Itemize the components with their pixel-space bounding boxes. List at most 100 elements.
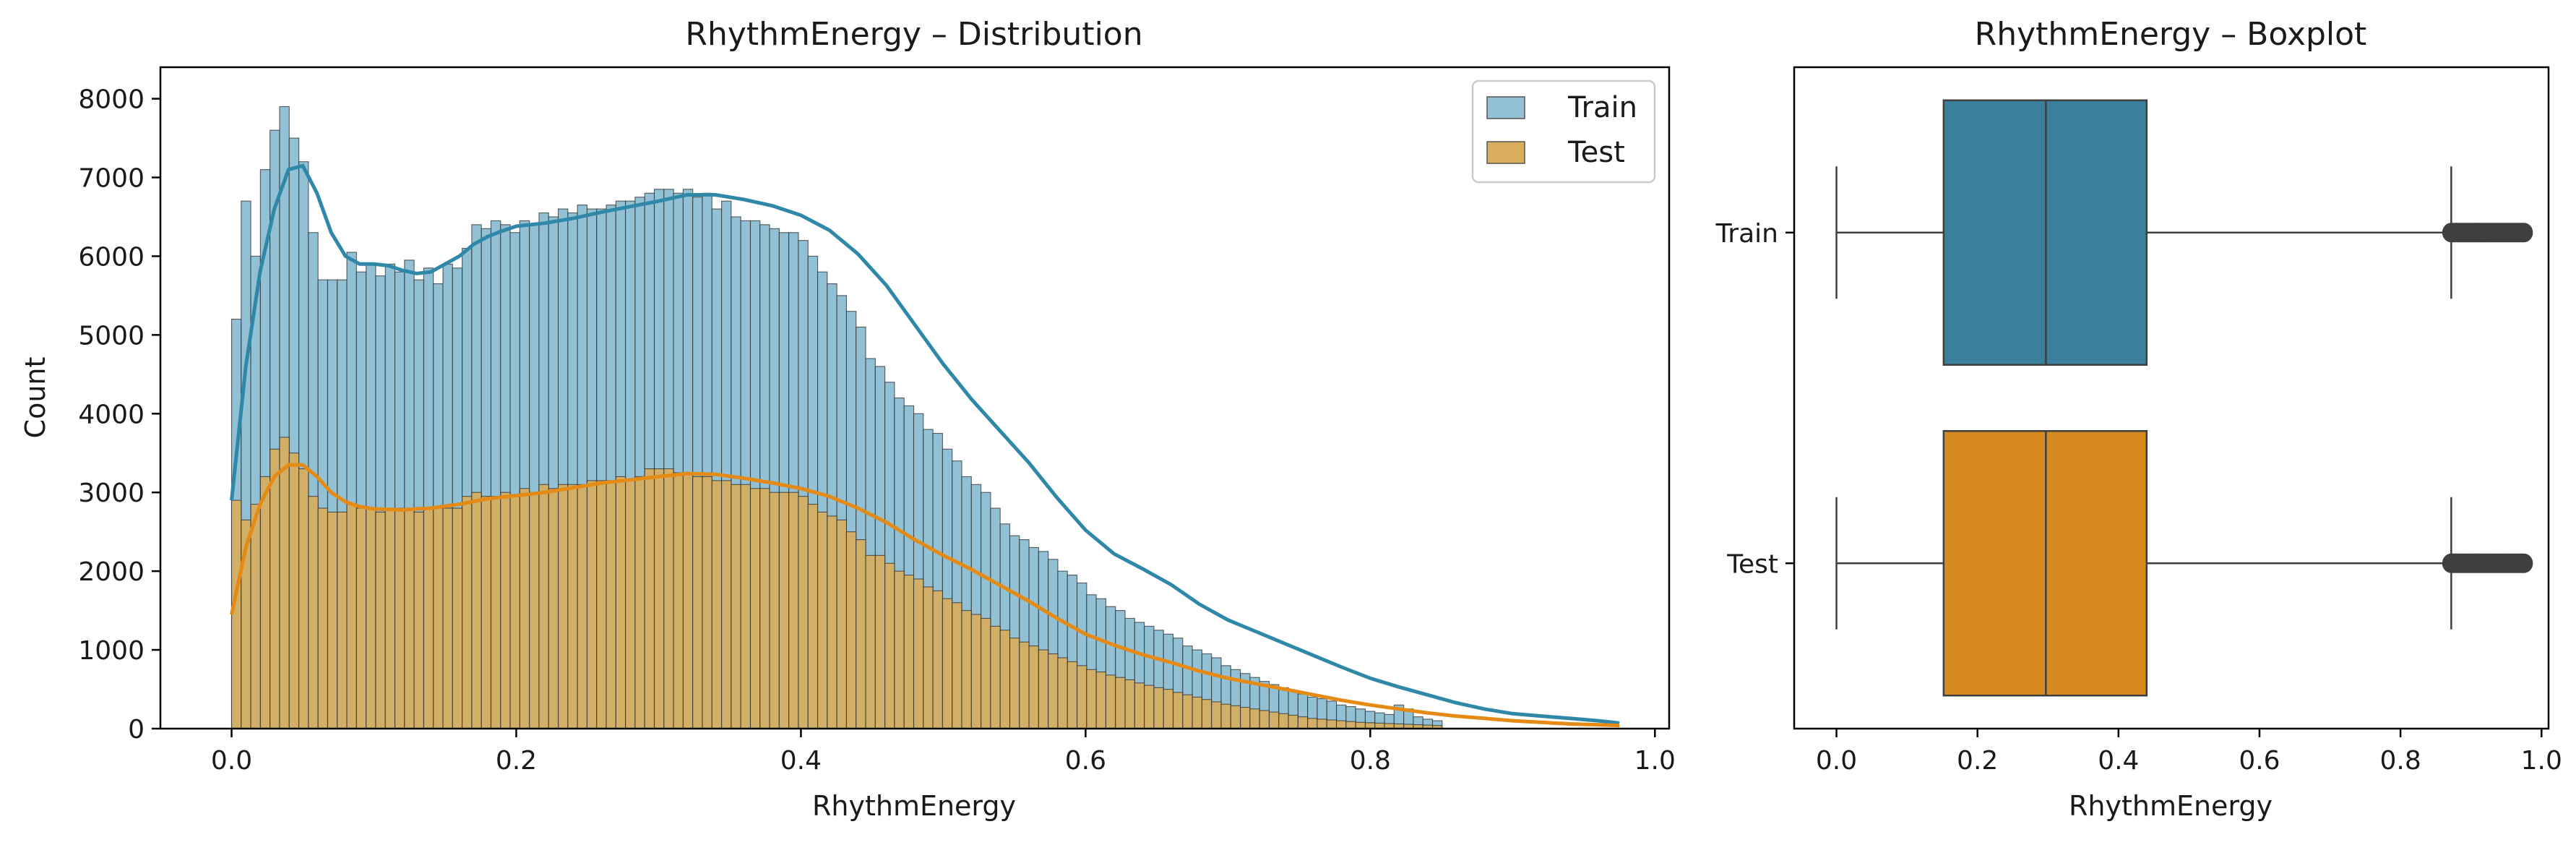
test-bar xyxy=(462,496,473,729)
test-bar xyxy=(288,452,300,729)
legend-label-test: Test xyxy=(1567,136,1625,169)
test-bar xyxy=(500,492,511,729)
histogram-x-ticks: 0.0 0.2 0.4 0.6 0.8 1.0 xyxy=(211,729,1676,776)
histogram-title: RhythmEnergy – Distribution xyxy=(685,16,1142,53)
test-bar xyxy=(1268,711,1280,729)
x-tick-label: 0.6 xyxy=(1065,746,1106,776)
test-bar xyxy=(999,630,1011,729)
y-tick-label: 7000 xyxy=(78,164,145,194)
y-tick-label: 5000 xyxy=(78,321,145,351)
test-bar xyxy=(942,598,953,729)
test-bar xyxy=(1172,692,1184,729)
x-tick-label: 0.2 xyxy=(1957,746,1998,776)
test-bar xyxy=(856,539,866,729)
test-bar xyxy=(759,488,770,729)
test-bar xyxy=(1134,682,1145,729)
test-bar xyxy=(308,496,319,729)
test-bar xyxy=(634,476,645,729)
x-tick-label: 0.8 xyxy=(1350,746,1391,776)
test-bar xyxy=(711,480,723,729)
test-bar xyxy=(1124,679,1135,729)
test-bar xyxy=(1288,714,1298,729)
test-bar xyxy=(1326,719,1337,729)
test-bar xyxy=(1038,649,1049,729)
test-bar xyxy=(529,492,540,729)
test-bar xyxy=(481,496,492,729)
test-bar xyxy=(1019,641,1030,729)
test-bar xyxy=(1220,703,1231,729)
test-bar xyxy=(538,484,549,729)
test-bar xyxy=(682,472,694,729)
histogram-y-label: Count xyxy=(20,357,51,439)
test-bar xyxy=(1259,710,1270,729)
test-bar xyxy=(558,484,569,729)
x-tick-label: 0.0 xyxy=(211,746,252,776)
test-bar xyxy=(1095,672,1106,729)
test-bar xyxy=(1201,699,1212,729)
test-bar xyxy=(1086,669,1097,729)
test-bar xyxy=(932,590,943,729)
test-bar xyxy=(577,484,588,729)
test-bar xyxy=(970,614,982,729)
test-bar xyxy=(423,507,434,729)
test-bar xyxy=(913,578,924,729)
boxplot-panel: RhythmEnergy – Boxplot 0.0 0.2 0.4 0.6 0.8 1.… xyxy=(1715,16,2562,822)
test-bar xyxy=(923,586,934,729)
test-bar xyxy=(442,507,453,729)
test-bar xyxy=(586,480,598,729)
test-bar xyxy=(702,476,712,729)
test-bar xyxy=(749,488,761,729)
test-bar xyxy=(1230,705,1241,729)
test-bar xyxy=(433,507,444,729)
test-bar xyxy=(625,480,636,729)
test-bar xyxy=(413,511,424,729)
test-bar xyxy=(644,468,655,729)
test-bar xyxy=(346,504,357,729)
test-bar xyxy=(827,515,837,729)
test-bar xyxy=(548,488,559,729)
test-bar xyxy=(1249,708,1260,729)
boxplot-y-ticks: Train Test xyxy=(1715,219,1794,579)
test-bar xyxy=(663,468,674,729)
test-bar xyxy=(981,617,991,729)
outliers xyxy=(2442,223,2533,243)
test-bar xyxy=(1317,719,1327,729)
test-bar xyxy=(1057,657,1068,729)
y-tick-label: 4000 xyxy=(78,400,145,429)
boxplot-title: RhythmEnergy – Boxplot xyxy=(1975,16,2367,53)
y-tick-label: 1000 xyxy=(78,636,145,666)
test-bar xyxy=(884,562,895,729)
test-bar xyxy=(279,437,290,729)
test-bar xyxy=(490,496,501,729)
x-tick-label: 0.8 xyxy=(2379,746,2421,776)
test-kde-line xyxy=(230,463,1620,728)
histogram-panel: RhythmEnergy – Distribution 0.0 0.2 0.4 0.6… xyxy=(20,16,1676,822)
test-bar xyxy=(452,507,463,729)
boxplot-x-label: RhythmEnergy xyxy=(2069,790,2273,822)
train-kde-line xyxy=(230,163,1620,725)
test-bar xyxy=(778,492,790,729)
test-bars xyxy=(231,437,1443,729)
box-train xyxy=(1835,99,2533,366)
legend-label-train: Train xyxy=(1567,91,1637,124)
legend-swatch-test xyxy=(1486,141,1525,164)
test-bar xyxy=(874,554,886,729)
test-bar xyxy=(1278,713,1289,729)
test-bar xyxy=(384,507,396,729)
test-bar xyxy=(1067,661,1078,729)
outlier-point xyxy=(2515,553,2533,573)
test-bar xyxy=(317,507,329,729)
y-tick-label: Train xyxy=(1715,219,1778,249)
test-bar xyxy=(366,507,376,729)
test-bar xyxy=(375,511,386,729)
test-bar xyxy=(798,496,809,729)
test-bar xyxy=(1163,688,1174,729)
x-tick-label: 0.4 xyxy=(2098,746,2139,776)
test-bar xyxy=(337,511,348,729)
x-tick-label: 1.0 xyxy=(2521,746,2562,776)
test-bar xyxy=(394,507,405,729)
test-bar xyxy=(990,625,1001,729)
y-tick-label: 0 xyxy=(128,715,145,745)
test-bar xyxy=(1307,718,1318,729)
